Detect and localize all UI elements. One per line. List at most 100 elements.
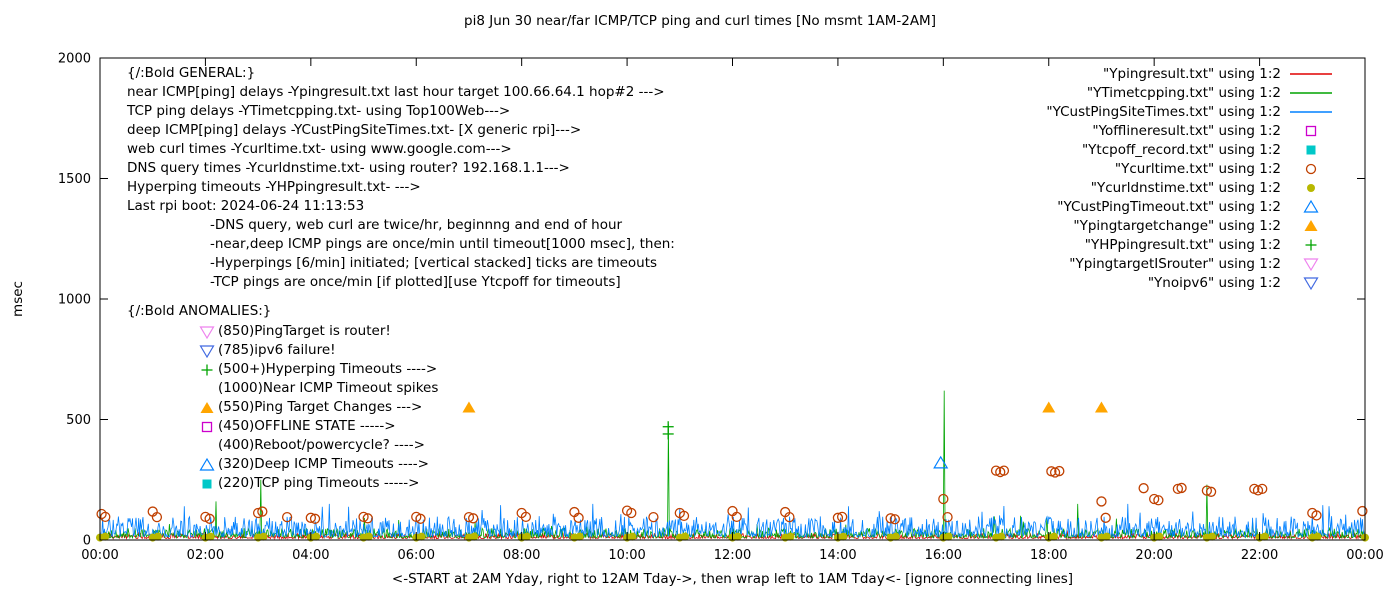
triangle-filled-marker [1042,401,1056,413]
x-tick-label: 00:00 [81,548,118,563]
anomaly-text: (785)ipv6 failure! [218,341,336,358]
nabla-open-marker [1303,276,1319,290]
legend-marker-nabla-open [1303,276,1319,290]
triangle-filled-marker [1304,219,1318,231]
general-sub-line: -DNS query, web curl are twice/hr, begin… [210,217,623,233]
plus-icon [201,364,213,375]
circle-open-marker [1252,485,1264,496]
x-tick-label: 14:00 [819,548,856,563]
legend-item: "YHPpingresult.txt" using 1:2 [1046,235,1334,254]
legend-item: "Ycurldnstime.txt" using 1:2 [1046,178,1334,197]
legend-marker-plus [1305,239,1317,250]
general-line: TCP ping delays -YTimetcpping.txt- using… [127,103,511,119]
anomaly-item: (1000)Near ICMP Timeout spikes [199,378,438,397]
legend-marker-triangle-open [1303,199,1319,213]
square-open-icon [201,421,213,432]
circle-open-marker [1149,493,1160,505]
circle-open-marker [204,513,215,524]
x-tick-label: 22:00 [1241,548,1278,563]
circle-open-marker [100,511,111,523]
legend-item: "YCustPingTimeout.txt" using 1:2 [1046,197,1334,216]
general-sub-line: -TCP pings are once/min [if plotted][use… [210,274,621,290]
circle-open-marker [1357,505,1368,517]
general-header: {/:Bold GENERAL:} [127,65,256,81]
anomaly-item: (850)PingTarget is router! [199,321,438,340]
x-tick-label: 16:00 [925,548,962,563]
nabla-open-marker [199,344,215,358]
legend-label: "Ypingresult.txt" using 1:2 [1103,65,1281,82]
legend-marker-nabla-open [1303,257,1319,271]
y-tick-label: 1000 [58,293,91,308]
circle-filled-marker [364,532,373,541]
x-tick-label: 04:00 [292,548,329,563]
circle-open-marker [1201,485,1213,496]
triangle-filled-marker [1094,401,1108,413]
legend-label: "Ycurldnstime.txt" using 1:2 [1090,179,1281,196]
circle-filled-marker [470,532,479,541]
triangle-open-icon [199,457,215,471]
anomaly-text: (320)Deep ICMP Timeouts ----> [218,455,429,472]
anomaly-item: (320)Deep ICMP Timeouts ----> [199,454,438,473]
circle-filled-marker [786,532,795,541]
circle-filled-marker [1313,532,1322,541]
anomaly-icon-spacer [199,380,218,396]
circle-open-marker [832,512,844,523]
legend-label: "YHPpingresult.txt" using 1:2 [1084,236,1281,253]
x-tick-label: 08:00 [503,548,540,563]
legend-marker-square-filled [1306,145,1316,154]
circle-open-marker [573,512,584,523]
circle-filled-marker [681,532,690,541]
x-tick-label: 00:00 [1346,548,1383,563]
legend-marker-triangle-filled [1304,219,1318,231]
general-line: web curl times -Ycurltime.txt- using www… [127,141,512,157]
nabla-open-marker [199,325,215,339]
legend-label: "YpingtargetISrouter" using 1:2 [1069,255,1281,272]
legend-marker-line [1290,91,1332,94]
circle-open-marker [836,511,848,523]
circle-filled-marker [997,532,1006,541]
circle-filled-marker [1208,532,1217,541]
anomalies-header: {/:Bold ANOMALIES:} [127,303,272,319]
circle-filled-marker [259,532,268,541]
circle-filled-marker [944,532,953,541]
circle-open-marker [252,507,264,519]
anomaly-text: (450)OFFLINE STATE -----> [218,417,396,434]
circle-filled-marker [1050,532,1059,541]
legend-item: "YCustPingSiteTimes.txt" using 1:2 [1046,102,1334,121]
legend-item: "YpingtargetISrouter" using 1:2 [1046,254,1334,273]
general-line: DNS query times -Ycurldnstime.txt- using… [127,160,570,176]
circle-filled-marker [417,532,426,541]
nabla-open-icon [199,344,215,358]
y-tick-label: 1500 [58,172,91,187]
circle-filled-marker [628,532,637,541]
triangle-filled-marker [462,401,476,413]
anomaly-item: (450)OFFLINE STATE -----> [199,416,438,435]
circle-filled-marker [1260,532,1269,541]
circle-open-marker [1054,465,1065,477]
anomaly-text: (850)PingTarget is router! [218,322,391,339]
anomalies-annotations: {/:Bold ANOMALIES:} (850)PingTarget is ro… [127,302,438,492]
square-filled-icon [202,479,212,488]
anomaly-item: (500+)Hyperping Timeouts ----> [199,359,438,378]
legend-item: "Ypingtargetchange" using 1:2 [1046,216,1334,235]
anomaly-icon-spacer [199,437,218,453]
triangle-open-marker [199,457,215,471]
general-annotations: {/:Bold GENERAL:} near ICMP[ping] delays … [127,64,675,292]
circle-filled-marker [1155,532,1164,541]
legend-label: "Ycurltime.txt" using 1:2 [1114,160,1281,177]
circle-open-marker [415,513,426,524]
legend-label: "YCustPingTimeout.txt" using 1:2 [1057,198,1281,215]
anomaly-item: (220)TCP ping Timeouts -----> [199,473,438,492]
triangle-open-marker [933,455,949,469]
anomaly-text: (1000)Near ICMP Timeout spikes [218,379,439,396]
circle-open-marker [784,511,795,523]
triangle-open-marker [1303,199,1319,213]
x-tick-label: 02:00 [187,548,224,563]
circle-filled-marker [1307,183,1315,192]
legend-marker-line [1290,72,1332,75]
y-axis-label: msec [10,281,26,317]
legend-label: "YCustPingSiteTimes.txt" using 1:2 [1046,103,1281,120]
circle-open-marker [998,465,1010,476]
legend: "Ypingresult.txt" using 1:2 "YTimetcpping… [1046,64,1334,292]
